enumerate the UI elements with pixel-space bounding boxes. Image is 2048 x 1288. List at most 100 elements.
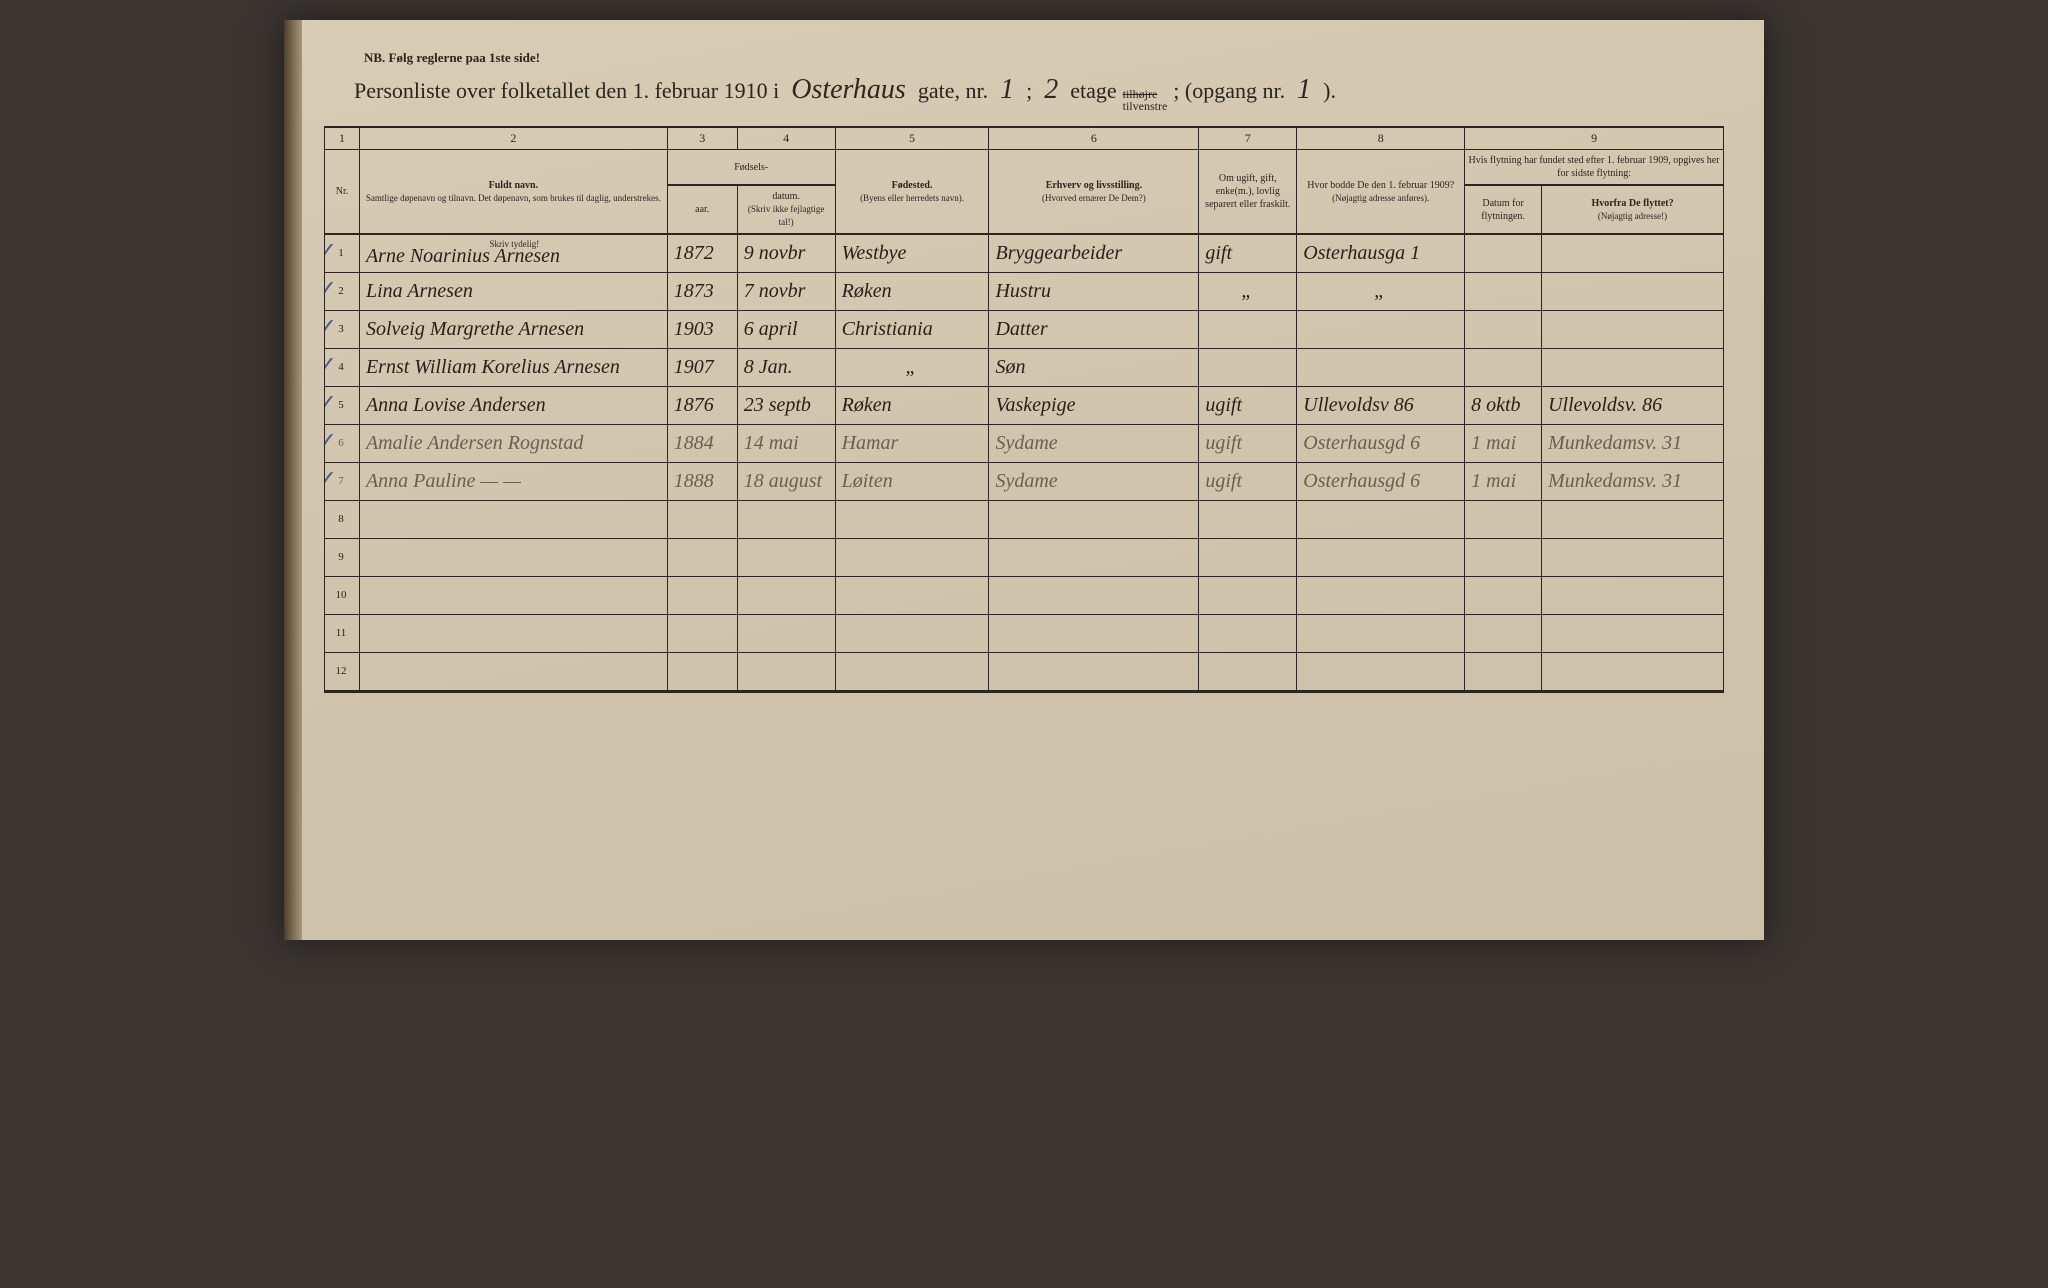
date-cell xyxy=(737,500,835,538)
name-cell: Anna Lovise Andersen xyxy=(359,386,667,424)
opgang-nr: 1 xyxy=(1291,74,1317,106)
occupation-cell: Sydame xyxy=(989,424,1199,462)
name-cell xyxy=(359,500,667,538)
row-number: 4✓ xyxy=(325,348,360,386)
skriv-tydeligt-note: Skriv tydelig! xyxy=(366,239,663,249)
col-num-4: 4 xyxy=(737,128,835,150)
from-cell: Munkedamsv. 31 xyxy=(1542,424,1724,462)
from-cell xyxy=(1542,234,1724,272)
street-suffix: gate, nr. xyxy=(918,78,988,104)
from-cell xyxy=(1542,614,1724,652)
civil-cell xyxy=(1199,652,1297,690)
checkmark-icon: ✓ xyxy=(325,313,338,342)
etage-label: etage xyxy=(1070,78,1116,104)
hdr-hvorfra-sub: (Nøjagtig adresse!) xyxy=(1598,211,1667,221)
from-cell: Munkedamsv. 31 xyxy=(1542,462,1724,500)
year-cell: 1873 xyxy=(667,272,737,310)
hdr-nr: Nr. xyxy=(325,150,360,235)
civil-cell xyxy=(1199,310,1297,348)
civil-cell: ugift xyxy=(1199,462,1297,500)
name-cell: Amalie Andersen Rognstad xyxy=(359,424,667,462)
from-cell xyxy=(1542,500,1724,538)
hdr-aar-label: aar. xyxy=(695,204,709,215)
residence-cell xyxy=(1297,538,1465,576)
census-table-container: 1 2 3 4 5 6 7 8 9 Nr. Fuldt navn. Samtli… xyxy=(324,126,1724,693)
move-date-cell xyxy=(1465,310,1542,348)
residence-cell xyxy=(1297,310,1465,348)
hdr-fodsels-sub: (Skriv ikke fejlagtige tal!) xyxy=(748,204,824,227)
row-number: 7✓ xyxy=(325,462,360,500)
move-date-cell xyxy=(1465,576,1542,614)
hdr-bopael-sub: (Nøjagtig adresse anføres). xyxy=(1332,193,1429,203)
occupation-cell: Bryggearbeider xyxy=(989,234,1199,272)
move-date-cell xyxy=(1465,348,1542,386)
hdr-flytning: Hvis flytning har fundet sted efter 1. f… xyxy=(1465,150,1724,186)
from-cell xyxy=(1542,272,1724,310)
header-note: NB. Følg reglerne paa 1ste side! xyxy=(324,50,1724,66)
occupation-cell: Datter xyxy=(989,310,1199,348)
birthplace-cell xyxy=(835,500,989,538)
residence-cell xyxy=(1297,500,1465,538)
occupation-cell xyxy=(989,538,1199,576)
civil-cell xyxy=(1199,348,1297,386)
row-number: 10 xyxy=(325,576,360,614)
row-number: 6✓ xyxy=(325,424,360,462)
hdr-navn-sub: Samtlige døpenavn og tilnavn. Det døpena… xyxy=(366,193,661,203)
birthplace-cell: Røken xyxy=(835,386,989,424)
checkmark-icon: ✓ xyxy=(325,351,338,380)
residence-cell: Osterhausgd 6 xyxy=(1297,462,1465,500)
table-row: 2✓Lina Arnesen18737 novbrRøkenHustru„„ xyxy=(325,272,1724,310)
civil-cell: gift xyxy=(1199,234,1297,272)
civil-cell xyxy=(1199,500,1297,538)
year-cell: 1884 xyxy=(667,424,737,462)
residence-cell: Ullevoldsv 86 xyxy=(1297,386,1465,424)
civil-cell: ugift xyxy=(1199,386,1297,424)
opgang-prefix: ; (opgang nr. xyxy=(1173,78,1285,104)
occupation-cell: Hustru xyxy=(989,272,1199,310)
col-num-8: 8 xyxy=(1297,128,1465,150)
name-cell xyxy=(359,576,667,614)
checkmark-icon: ✓ xyxy=(325,389,338,418)
move-date-cell: 1 mai xyxy=(1465,424,1542,462)
name-cell: Solveig Margrethe Arnesen xyxy=(359,310,667,348)
birthplace-cell: Hamar xyxy=(835,424,989,462)
move-date-cell xyxy=(1465,652,1542,690)
hdr-bopael: Hvor bodde De den 1. februar 1909? (Nøja… xyxy=(1297,150,1465,235)
col-num-9: 9 xyxy=(1465,128,1724,150)
year-cell xyxy=(667,652,737,690)
name-cell: Anna Pauline — — xyxy=(359,462,667,500)
date-cell xyxy=(737,614,835,652)
table-row: 7✓Anna Pauline — —188818 augustLøitenSyd… xyxy=(325,462,1724,500)
move-date-cell: 8 oktb xyxy=(1465,386,1542,424)
occupation-cell: Sydame xyxy=(989,462,1199,500)
tilvenstre-label: tilvenstre xyxy=(1123,100,1168,112)
civil-cell xyxy=(1199,614,1297,652)
sep: ; xyxy=(1026,78,1032,104)
hdr-fodested-title: Fødested. xyxy=(892,180,933,191)
header-row-1: Nr. Fuldt navn. Samtlige døpenavn og til… xyxy=(325,150,1724,186)
civil-cell xyxy=(1199,538,1297,576)
occupation-cell xyxy=(989,614,1199,652)
birthplace-cell: Christiania xyxy=(835,310,989,348)
table-row: 3✓Solveig Margrethe Arnesen19036 aprilCh… xyxy=(325,310,1724,348)
row-number: 8 xyxy=(325,500,360,538)
checkmark-icon: ✓ xyxy=(325,275,338,304)
civil-cell xyxy=(1199,576,1297,614)
from-cell xyxy=(1542,310,1724,348)
move-date-cell xyxy=(1465,614,1542,652)
year-cell: 1907 xyxy=(667,348,737,386)
hdr-erhverv-sub: (Hvorved ernærer De Dem?) xyxy=(1042,193,1146,203)
occupation-cell xyxy=(989,576,1199,614)
hdr-datum-label: datum. xyxy=(772,191,800,202)
table-row: 11 xyxy=(325,614,1724,652)
name-cell xyxy=(359,614,667,652)
row-number: 5✓ xyxy=(325,386,360,424)
row-number: 2✓ xyxy=(325,272,360,310)
hdr-flyt-datum: Datum for flytningen. xyxy=(1465,185,1542,234)
date-cell: 23 septb xyxy=(737,386,835,424)
date-cell xyxy=(737,652,835,690)
year-cell: 1903 xyxy=(667,310,737,348)
census-page: NB. Følg reglerne paa 1ste side! Personl… xyxy=(284,20,1764,940)
street-name: Osterhaus xyxy=(785,74,912,106)
title-line: Personliste over folketallet den 1. febr… xyxy=(324,74,1724,112)
